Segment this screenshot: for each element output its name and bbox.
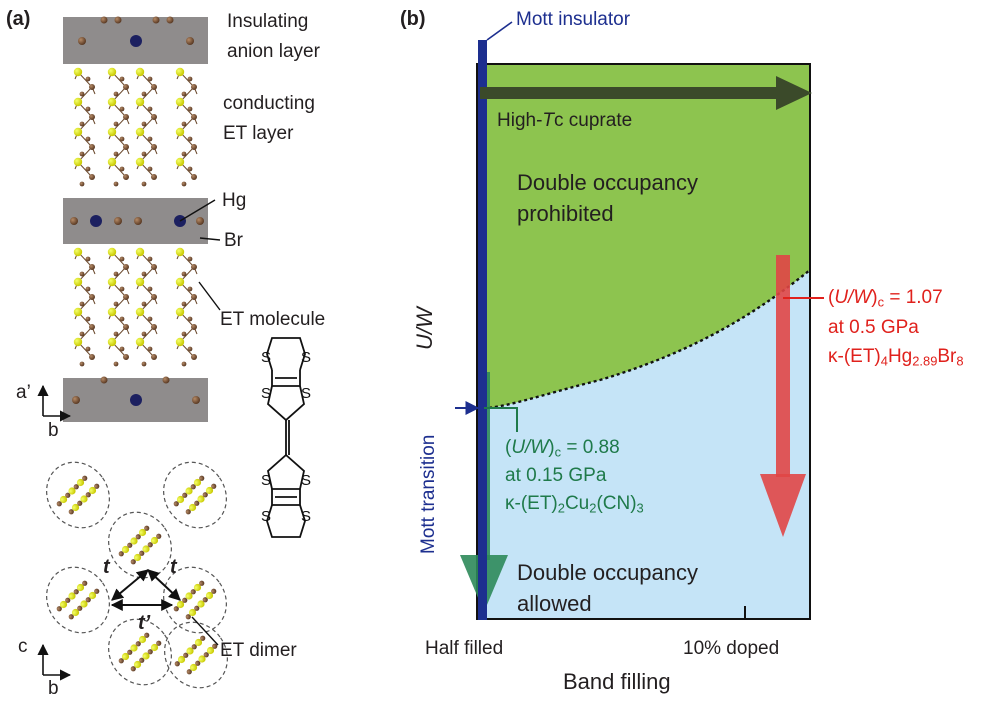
- et-dimer-arrangement: [46, 461, 228, 689]
- red-pressure: at 0.5 GPa: [828, 317, 919, 338]
- cuprate-label: High-Tc cuprate: [497, 110, 633, 131]
- svg-text:S: S: [261, 508, 271, 525]
- y-axis-label: U/W: [412, 307, 437, 350]
- panel-b-phase-diagram: [455, 21, 824, 620]
- prohibited-label-line1: Double occupancy: [517, 170, 699, 195]
- svg-text:S: S: [301, 349, 311, 366]
- svg-text:S: S: [261, 349, 271, 366]
- transfer-t-right-label: t: [170, 556, 177, 578]
- et-molecule-pointer: [198, 281, 221, 311]
- svg-text:S: S: [261, 472, 271, 489]
- conducting-et-layer-upper: [73, 67, 198, 187]
- hg-pointer: [179, 199, 216, 222]
- br-pointer: [199, 237, 221, 241]
- double-occupancy-prohibited-region: [477, 64, 810, 409]
- mott-insulator-line: [478, 40, 487, 620]
- hg-label: Hg: [222, 190, 247, 211]
- et-molecule-structure: [266, 337, 306, 538]
- svg-text:S: S: [301, 385, 311, 402]
- half-filled-label: Half filled: [425, 638, 504, 659]
- conducting-layer-label-line1: conducting: [223, 93, 315, 114]
- insulating-layer-label-line1: Insulating: [227, 11, 309, 32]
- anion-layer-bottom: [63, 376, 208, 422]
- plot-frame: [476, 63, 811, 620]
- red-pressure-arrow: [760, 255, 806, 537]
- panel-b-label: (b): [400, 8, 426, 30]
- anion-layer-middle: [63, 198, 208, 244]
- et-dimer-pointer: [191, 616, 219, 646]
- br-label: Br: [224, 230, 243, 251]
- svg-text:S: S: [261, 385, 271, 402]
- red-critical-ratio: (U/W)c = 1.07: [828, 287, 943, 310]
- green-pressure: at 0.15 GPa: [505, 465, 607, 486]
- svg-text:S: S: [301, 508, 311, 525]
- anion-layer-top: [63, 16, 208, 64]
- svg-text:S: S: [301, 472, 311, 489]
- conducting-et-layer-lower: [73, 247, 198, 367]
- transfer-t-prime-label: t’: [138, 612, 151, 634]
- red-compound: κ-(ET)4Hg2.89Br8: [828, 346, 964, 369]
- panel-a-label: (a): [6, 8, 31, 30]
- allowed-label-line1: Double occupancy: [517, 560, 699, 585]
- axis-c-b: [37, 643, 72, 681]
- x-axis-label: Band filling: [563, 669, 671, 694]
- axis-c-label: c: [18, 636, 28, 657]
- axis-b-label-top: b: [48, 420, 59, 441]
- cuprate-arrow: [480, 76, 812, 110]
- allowed-label-line2: allowed: [517, 591, 592, 616]
- critical-boundary-dotted: [476, 269, 811, 410]
- green-critical-ratio: (U/W)c = 0.88: [505, 437, 620, 460]
- axis-a-prime-b: [37, 384, 72, 422]
- green-annotation-pointer: [484, 407, 518, 432]
- axis-b-label-bottom: b: [48, 678, 59, 699]
- mott-insulator-label: Mott insulator: [516, 9, 631, 30]
- et-dimer-label: ET dimer: [220, 640, 297, 661]
- prohibited-label-line2: prohibited: [517, 201, 614, 226]
- mott-transition-label: Mott transition: [418, 434, 439, 554]
- conducting-layer-label-line2: ET layer: [223, 123, 294, 144]
- panel-a-crystal: S S S S S S S S: [37, 16, 311, 689]
- axis-a-prime-label: a’: [16, 382, 31, 403]
- doped-label: 10% doped: [683, 638, 780, 659]
- green-compound: κ-(ET)2Cu2(CN)3: [505, 493, 644, 516]
- insulating-layer-label-line2: anion layer: [227, 41, 320, 62]
- transfer-t-left-label: t: [103, 556, 110, 578]
- et-molecule-sulfur-labels: S S S S S S S S: [261, 349, 311, 525]
- et-molecule-label: ET molecule: [220, 309, 326, 330]
- transfer-integral-arrows: [110, 569, 181, 611]
- mott-insulator-pointer: [486, 21, 513, 41]
